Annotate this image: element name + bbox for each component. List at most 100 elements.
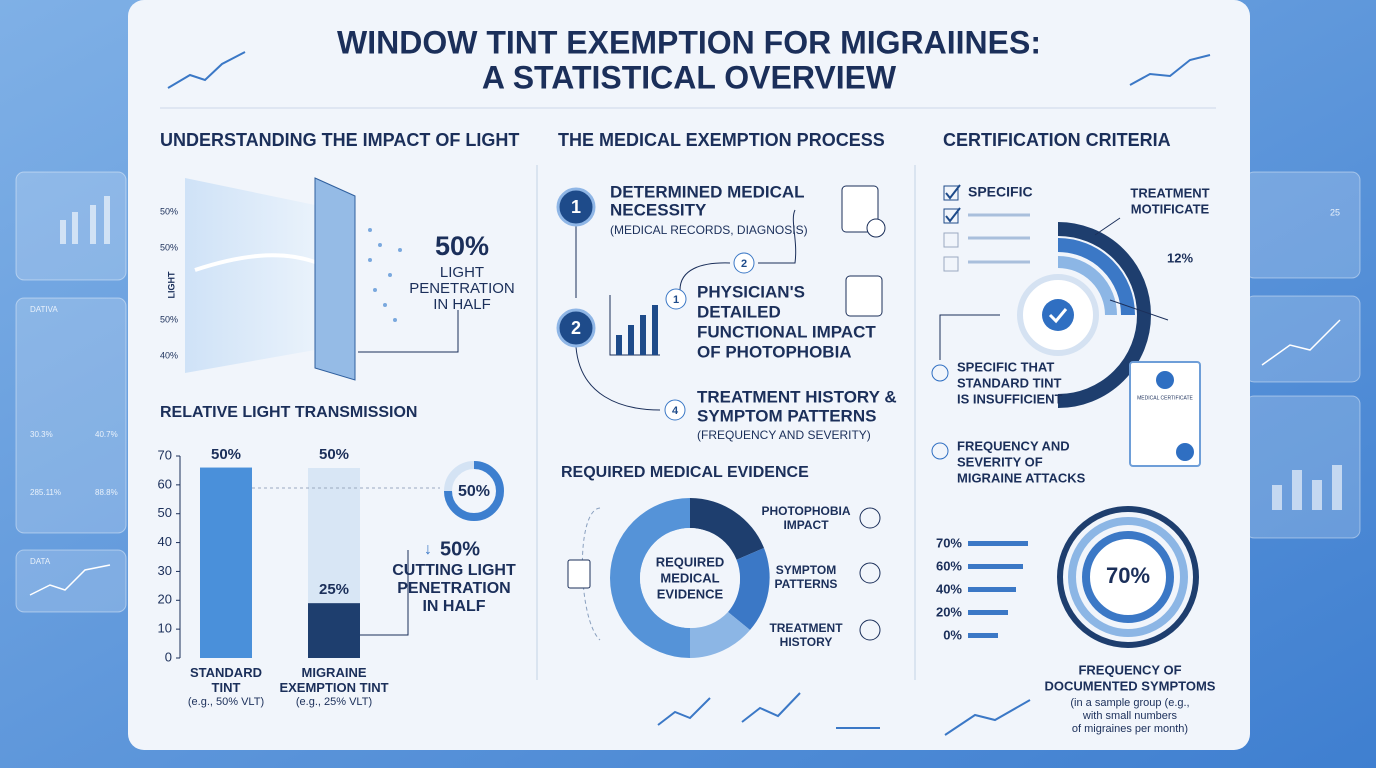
pct: 12%	[1167, 250, 1193, 265]
step-title: DETERMINED MEDICAL	[610, 182, 805, 201]
section-heading: THE MEDICAL EXEMPTION PROCESS	[558, 130, 885, 150]
y-tick-label: 20	[158, 592, 172, 607]
criterion: FREQUENCY AND	[957, 438, 1070, 453]
scale-label: 50%	[160, 242, 178, 252]
footer-icons	[657, 692, 880, 729]
check-label: SPECIFIC	[968, 184, 1033, 200]
y-tick-label: 40	[158, 534, 172, 549]
annotation: 25%	[319, 581, 349, 598]
light-diagram	[185, 177, 459, 381]
title-icons	[167, 51, 1211, 89]
y-tick-label: 10	[158, 621, 172, 636]
ring	[444, 461, 504, 521]
segment-label: IMPACT	[783, 518, 829, 532]
stat-text: IN HALF	[422, 598, 485, 615]
axis-label: LIGHT	[166, 271, 176, 298]
y-tick-label: 30	[158, 563, 172, 578]
criterion: SPECIFIC THAT	[957, 359, 1054, 374]
category-note: (e.g., 25% VLT)	[295, 696, 373, 708]
criterion: STANDARD TINT	[957, 375, 1062, 390]
title: A STATISTICAL OVERVIEW	[482, 59, 897, 95]
step-badge: 1	[673, 294, 679, 306]
step-title: DETAILED	[697, 302, 781, 321]
title: WINDOW TINT EXEMPTION FOR MIGRAIINES:	[337, 24, 1041, 60]
step-badge: 4	[672, 405, 679, 417]
step-title: FUNCTIONAL IMPACT	[697, 322, 876, 341]
stat: 50%	[440, 538, 480, 560]
scale-label: 50%	[160, 206, 178, 216]
side-label: 40.7%	[95, 430, 118, 439]
stat-text: IN HALF	[433, 296, 491, 313]
bar-label: 60%	[936, 558, 962, 573]
annotation: 50%	[319, 446, 349, 463]
segment-label: PATTERNS	[775, 577, 838, 591]
step-title: TREATMENT HISTORY &	[697, 387, 897, 406]
step-title: NECESSITY	[610, 200, 707, 219]
y-tick-label: 0	[165, 649, 172, 664]
criteria-graphics	[931, 184, 1201, 736]
side-label: 30.3%	[30, 430, 53, 439]
side-label: 285.11%	[30, 488, 61, 497]
section-heading: CERTIFICATION CRITERIA	[943, 130, 1171, 150]
process-graphics	[556, 185, 886, 421]
stat-text: LIGHT	[440, 264, 484, 281]
criterion: MIGRAINE ATTACKS	[957, 470, 1086, 485]
bar	[308, 603, 360, 658]
caption: FREQUENCY OF	[1078, 662, 1181, 677]
caption-note: of migraines per month)	[1072, 723, 1188, 735]
side-label: 88.8%	[95, 488, 118, 497]
y-tick-label: 60	[158, 476, 172, 491]
bar	[200, 467, 252, 658]
callout: TREATMENT	[1130, 185, 1209, 200]
bar-label: 70%	[936, 535, 962, 550]
chart-title: RELATIVE LIGHT TRANSMISSION	[160, 404, 417, 421]
x-tick-label: MIGRAINE EXEMPTION TINT	[279, 665, 389, 695]
step-badge: 1	[571, 197, 581, 217]
step-note: (MEDICAL RECORDS, DIAGNOSIS)	[610, 223, 808, 237]
scale-label: 40%	[160, 350, 178, 360]
caption-note: (in a sample group (e.g.,	[1070, 697, 1189, 709]
step-title: SYMPTOM PATTERNS	[697, 406, 876, 425]
caption-note: with small numbers	[1082, 710, 1178, 722]
section-heading: REQUIRED MEDICAL EVIDENCE	[561, 464, 809, 481]
y-tick-label: 50	[158, 505, 172, 520]
step-note: (FREQUENCY AND SEVERITY)	[697, 428, 871, 442]
criterion: SEVERITY OF	[957, 454, 1043, 469]
step-title: PHYSICIAN'S	[697, 282, 805, 301]
segment-label: TREATMENT	[769, 621, 843, 635]
criterion: IS INSUFFICIENT	[957, 391, 1063, 406]
bar-label: 0%	[943, 627, 962, 642]
bar-label: 40%	[936, 581, 962, 596]
category-note: (e.g., 50% VLT)	[187, 696, 265, 708]
caption: DOCUMENTED SYMPTOMS	[1045, 678, 1216, 693]
side-decor	[29, 196, 1342, 596]
annotation: 50%	[211, 446, 241, 463]
arrow: ↓	[424, 541, 432, 558]
side-panels	[15, 171, 1361, 613]
stat-text: PENETRATION	[409, 280, 515, 297]
segment-label: PHOTOPHOBIA	[761, 504, 850, 518]
step-badge: 2	[741, 258, 747, 270]
side-label: DATIVA	[30, 305, 58, 314]
segment-label: HISTORY	[780, 635, 833, 649]
x-tick-label: STANDARD TINT	[190, 665, 262, 695]
step-title: OF PHOTOPHOBIA	[697, 342, 852, 361]
certificate: MEDICAL CERTIFICATE	[1137, 395, 1193, 401]
evidence-donut	[567, 498, 881, 658]
ring-label: 70%	[1106, 563, 1150, 588]
section-heading: UNDERSTANDING THE IMPACT OF LIGHT	[160, 130, 519, 150]
step-badge: 2	[571, 318, 581, 338]
stat-text: CUTTING LIGHT	[392, 562, 516, 579]
stat: 50%	[435, 231, 489, 261]
leader	[360, 550, 409, 636]
donut-center: EVIDENCE	[657, 586, 724, 601]
ring-label: 50%	[458, 483, 490, 500]
donut-center: MEDICAL	[660, 570, 719, 585]
bar-label: 20%	[936, 604, 962, 619]
side-label: 25	[1330, 207, 1340, 217]
side-label: DATA	[30, 557, 51, 566]
callout: MOTIFICATE	[1131, 201, 1210, 216]
